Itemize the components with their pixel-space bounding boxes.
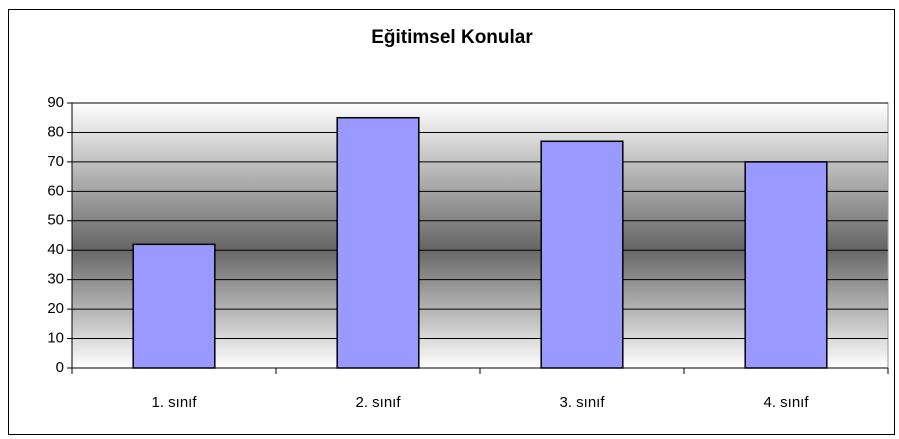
y-tick-label: 60	[47, 182, 64, 199]
x-tick-label: 2. sınıf	[355, 394, 401, 411]
y-tick-label: 80	[47, 123, 64, 140]
y-tick-label: 30	[47, 271, 64, 288]
chart-title: Eğitimsel Konular	[371, 27, 533, 48]
y-tick-label: 20	[47, 300, 64, 317]
x-tick-label: 3. sınıf	[559, 394, 605, 411]
y-tick-label: 10	[47, 330, 64, 347]
y-tick-label: 40	[47, 241, 64, 258]
x-tick-label: 4. sınıf	[763, 394, 809, 411]
bar	[336, 116, 420, 369]
y-tick-label: 50	[47, 212, 64, 229]
bar	[540, 140, 624, 369]
y-tick-label: 0	[56, 359, 64, 376]
bar	[132, 243, 216, 369]
x-tick-label: 1. sınıf	[151, 394, 197, 411]
y-tick-label: 90	[47, 94, 64, 111]
bar	[744, 161, 828, 369]
y-tick-label: 70	[47, 153, 64, 170]
